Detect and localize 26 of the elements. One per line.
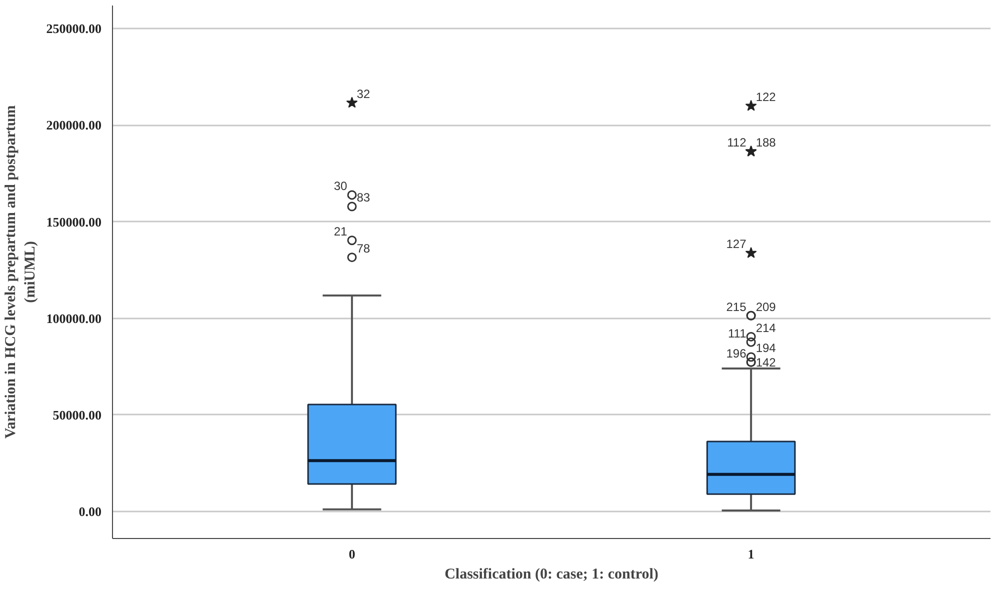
annotation: 78: [356, 241, 370, 256]
y-tick-label: 150000.00: [46, 214, 102, 230]
x-tick-label: 0: [348, 546, 356, 562]
annotation: 194: [756, 341, 776, 356]
annotation: 122: [756, 90, 776, 104]
y-tick-label: 50000.00: [52, 407, 102, 422]
annotation: 209: [756, 300, 776, 314]
y-tick-label: 100000.00: [46, 310, 102, 326]
annotation: 196: [726, 346, 747, 360]
y-tick-label: 250000.00: [46, 21, 102, 36]
x-tick-label: 1: [748, 546, 754, 562]
annotation: 111: [728, 326, 747, 340]
annotation: 112: [727, 136, 747, 150]
x-axis-title: Classification (0: case; 1: control): [444, 566, 658, 582]
y-axis-title: Variation in HCG levels prepartum and postpartum (miUML): [3, 104, 38, 439]
annotation: 83: [356, 190, 370, 205]
annotation: 127: [726, 237, 747, 252]
annotation: 188: [756, 136, 776, 150]
annotation: 30: [334, 179, 348, 194]
annotation: 21: [334, 224, 348, 238]
annotation: 32: [356, 87, 370, 102]
annotation: 142: [756, 356, 776, 370]
annotation: 214: [756, 320, 776, 335]
annotation: 215: [726, 300, 747, 314]
y-tick-label: 200000.00: [46, 118, 102, 133]
y-tick-label: 0.00: [78, 504, 102, 519]
